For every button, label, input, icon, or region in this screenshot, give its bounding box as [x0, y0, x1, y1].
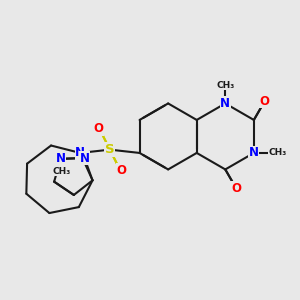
Text: CH₃: CH₃ [52, 167, 70, 176]
Text: N: N [56, 152, 66, 165]
Text: N: N [75, 146, 85, 159]
Text: S: S [105, 143, 115, 156]
Text: N: N [80, 152, 89, 164]
Text: O: O [117, 164, 127, 177]
Text: O: O [260, 95, 270, 108]
Text: CH₃: CH₃ [268, 148, 286, 158]
Text: O: O [231, 182, 241, 194]
Text: N: N [249, 146, 259, 159]
Text: N: N [220, 97, 230, 110]
Text: O: O [93, 122, 103, 135]
Text: CH₃: CH₃ [216, 81, 234, 90]
